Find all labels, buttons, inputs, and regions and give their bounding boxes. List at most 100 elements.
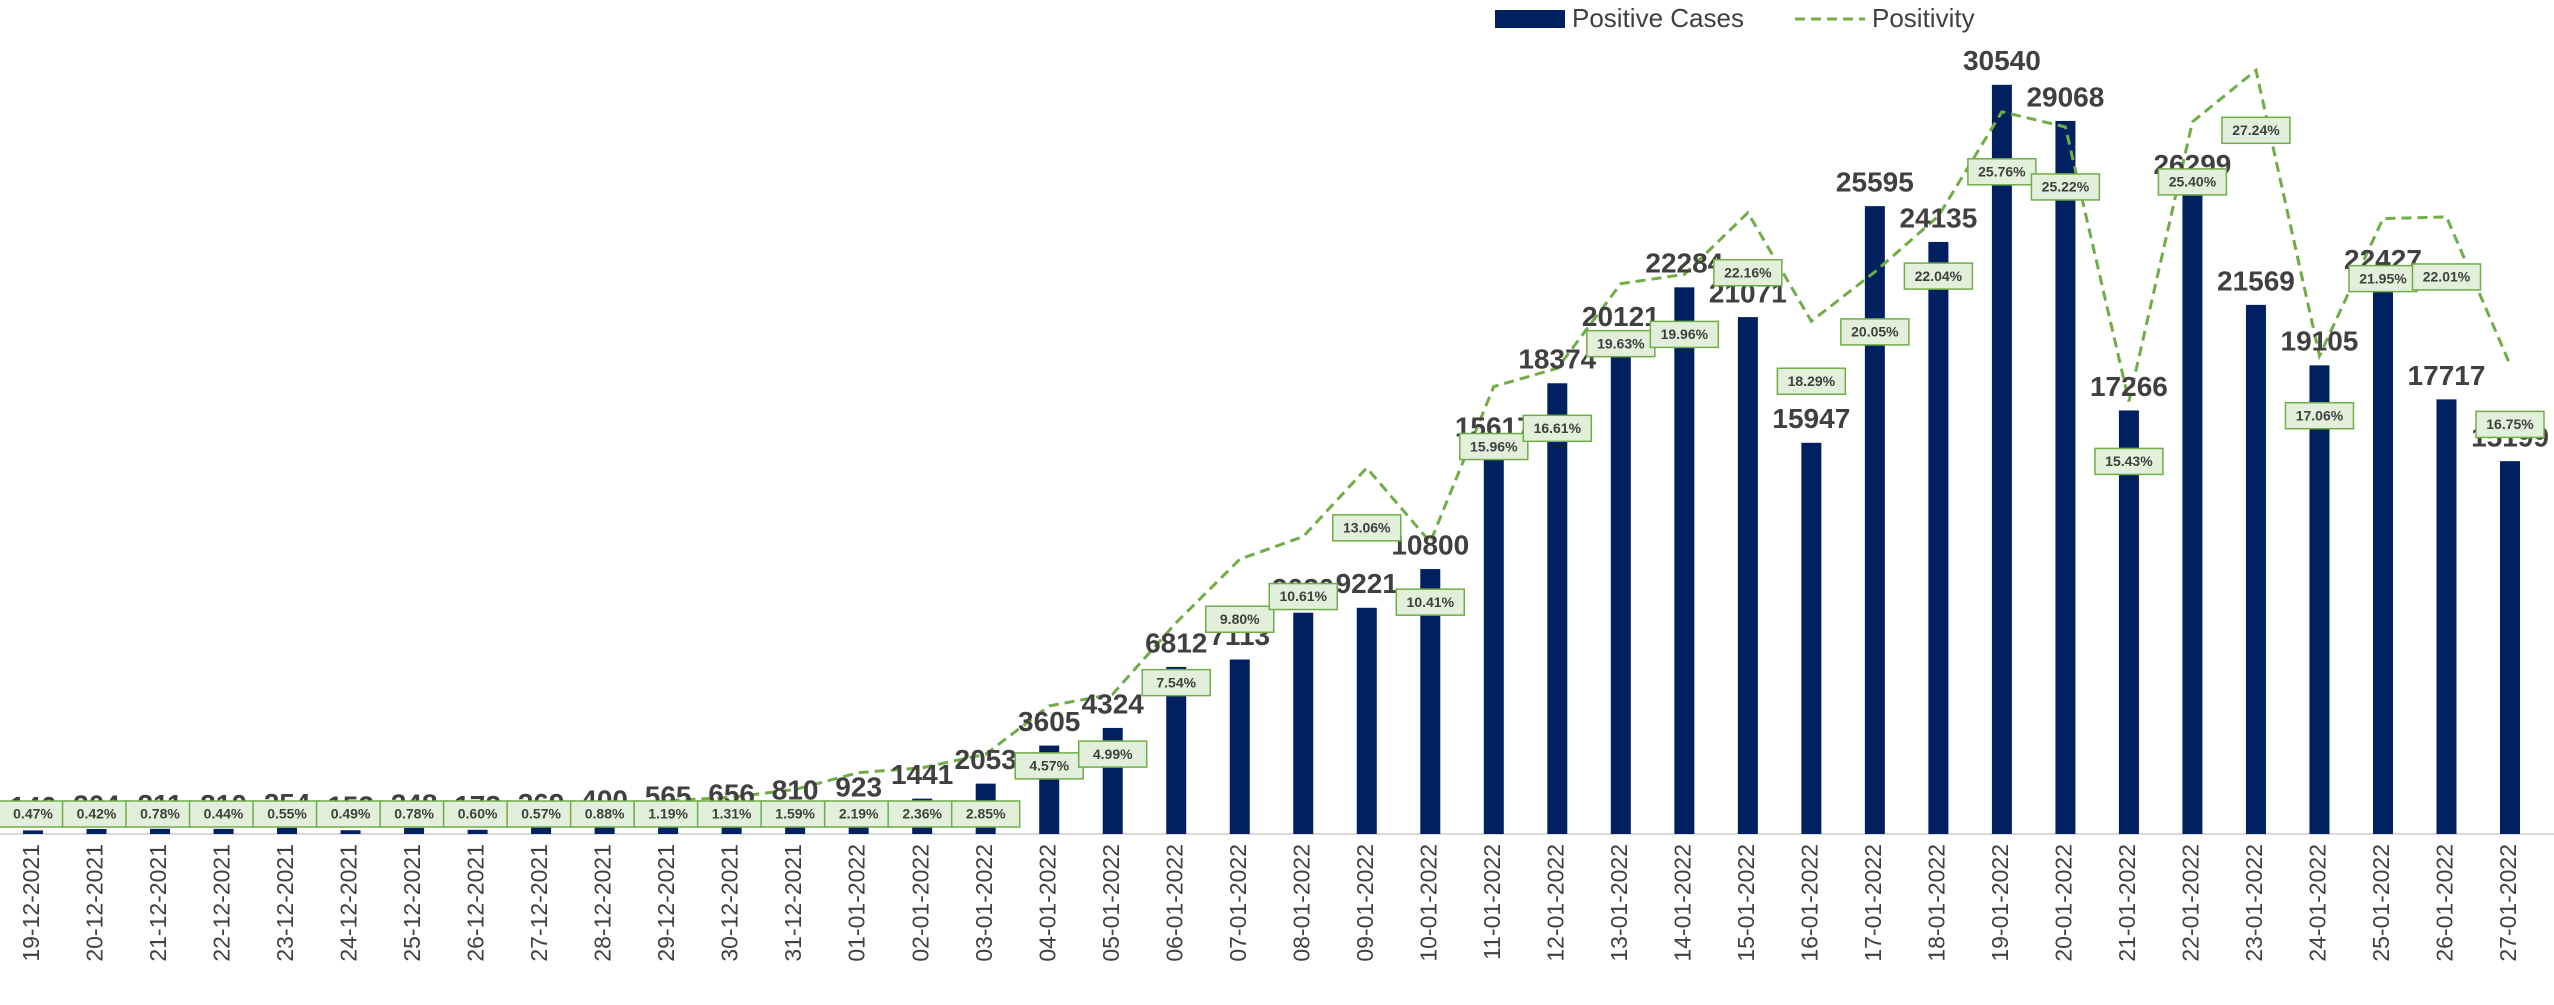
- x-tick-label: 29-12-2021: [653, 844, 679, 962]
- bar: [1547, 383, 1568, 834]
- bar: [150, 828, 171, 834]
- bar: [2245, 304, 2266, 834]
- date-label: 20-12-2021: [82, 844, 108, 962]
- positivity-label: 2.36%: [902, 806, 942, 822]
- date-label: 22-01-2022: [2178, 844, 2204, 962]
- positivity-label-box: [2475, 410, 2545, 439]
- x-tick-label: 31-12-2021: [780, 844, 806, 962]
- bar: [1356, 607, 1377, 834]
- date-label: 13-01-2022: [1606, 844, 1632, 962]
- positivity-label-box: [1713, 258, 1783, 287]
- date-label: 23-12-2021: [272, 844, 298, 962]
- positivity-label: 21.95%: [2359, 270, 2407, 286]
- positivity-label: 13.06%: [1343, 520, 1391, 536]
- date-label: 20-01-2022: [2050, 844, 2076, 962]
- date-label: 27-01-2022: [2495, 844, 2521, 962]
- positivity-label-box: [1332, 514, 1402, 542]
- positivity-label-box: [569, 800, 640, 828]
- legend-label: Positive Cases: [1572, 3, 1744, 33]
- date-label: 19-01-2022: [1987, 844, 2013, 962]
- positivity-label-box: [1459, 432, 1529, 461]
- date-label: 27-12-2021: [526, 844, 552, 962]
- positivity-label: 1.31%: [712, 806, 752, 822]
- date-label: 19-12-2021: [18, 844, 44, 962]
- bar-value-label: 9221: [1336, 568, 1398, 599]
- x-tick-label: 19-12-2021: [18, 844, 44, 962]
- positivity-label: 0.49%: [331, 806, 371, 822]
- x-tick-label: 24-12-2021: [336, 844, 362, 962]
- date-label: 09-01-2022: [1352, 844, 1378, 962]
- x-tick-label: 09-01-2022: [1352, 844, 1378, 962]
- positivity-label: 1.59%: [775, 806, 815, 822]
- positivity-label: 19.96%: [1661, 326, 1709, 342]
- positivity-label-box: [696, 800, 767, 828]
- positivity-label: 0.47%: [13, 806, 53, 822]
- bar-value-label: 18374: [1518, 344, 1596, 375]
- x-tick-label: 19-01-2022: [1987, 844, 2013, 962]
- x-tick-label: 03-01-2022: [971, 844, 997, 962]
- date-label: 04-01-2022: [1034, 844, 1060, 962]
- positivity-label: 25.76%: [1978, 164, 2026, 180]
- bar-value-label: 10800: [1391, 529, 1469, 560]
- bar: [1991, 84, 2012, 835]
- date-label: 21-12-2021: [145, 844, 171, 962]
- bar-value-label: 923: [835, 772, 882, 803]
- bar: [2436, 399, 2457, 834]
- date-label: 01-01-2022: [844, 844, 870, 962]
- date-label: 25-01-2022: [2368, 844, 2394, 962]
- x-tick-label: 18-01-2022: [1923, 844, 1949, 962]
- date-label: 26-01-2022: [2432, 844, 2458, 962]
- bar-value-label: 21569: [2217, 265, 2295, 296]
- positivity-label: 4.99%: [1093, 746, 1133, 762]
- x-tick-label: 08-01-2022: [1288, 844, 1314, 962]
- x-tick-label: 23-01-2022: [2241, 844, 2267, 962]
- date-label: 18-01-2022: [1923, 844, 1949, 962]
- x-tick-label: 20-01-2022: [2050, 844, 2076, 962]
- bar: [2309, 365, 2330, 834]
- x-tick-label: 21-12-2021: [145, 844, 171, 962]
- bar: [531, 827, 552, 834]
- positivity-label: 25.22%: [2042, 179, 2090, 195]
- bar: [86, 828, 107, 834]
- bar: [2500, 461, 2520, 834]
- bar: [1801, 442, 1822, 834]
- date-label: 22-12-2021: [209, 844, 235, 962]
- positivity-label-box: [506, 800, 576, 828]
- positivity-label-box: [1141, 668, 1211, 697]
- positivity-label: 0.78%: [394, 806, 434, 822]
- positivity-label-box: [2094, 447, 2164, 476]
- positivity-label-box: [1268, 582, 1339, 611]
- positivity-label: 10.41%: [1407, 594, 1455, 610]
- bar-value-label: 17717: [2408, 360, 2486, 391]
- positivity-label-box: [1204, 605, 1275, 633]
- date-label: 31-12-2021: [780, 844, 806, 962]
- date-label: 03-01-2022: [971, 844, 997, 962]
- positivity-label: 19.63%: [1597, 335, 1645, 351]
- positivity-label-box: [1967, 158, 2037, 186]
- positivity-label: 0.78%: [140, 806, 180, 822]
- x-tick-label: 04-01-2022: [1034, 844, 1060, 962]
- bar: [1166, 666, 1187, 834]
- x-tick-label: 26-12-2021: [463, 844, 489, 962]
- bar: [467, 829, 488, 834]
- positivity-label: 20.05%: [1851, 324, 1899, 340]
- positivity-label: 7.54%: [1156, 674, 1196, 690]
- legend-label: Positivity: [1872, 3, 1975, 33]
- x-tick-label: 26-01-2022: [2432, 844, 2458, 962]
- positivity-label: 17.06%: [2296, 407, 2344, 423]
- bar-value-label: 22284: [1645, 248, 1723, 279]
- date-label: 15-01-2022: [1733, 844, 1759, 962]
- bar-value-label: 17266: [2090, 371, 2168, 402]
- positivity-label: 27.24%: [2232, 122, 2280, 138]
- bar: [1229, 659, 1250, 834]
- date-label: 28-12-2021: [590, 844, 616, 962]
- x-tick-label: 14-01-2022: [1669, 844, 1695, 962]
- legend-swatch: [1495, 10, 1565, 28]
- bar: [2182, 188, 2203, 834]
- bar: [2055, 120, 2076, 834]
- date-label: 11-01-2022: [1479, 844, 1505, 960]
- positivity-label-box: [379, 800, 449, 828]
- positivity-label: 1.19%: [648, 806, 688, 822]
- date-label: 30-12-2021: [717, 844, 743, 962]
